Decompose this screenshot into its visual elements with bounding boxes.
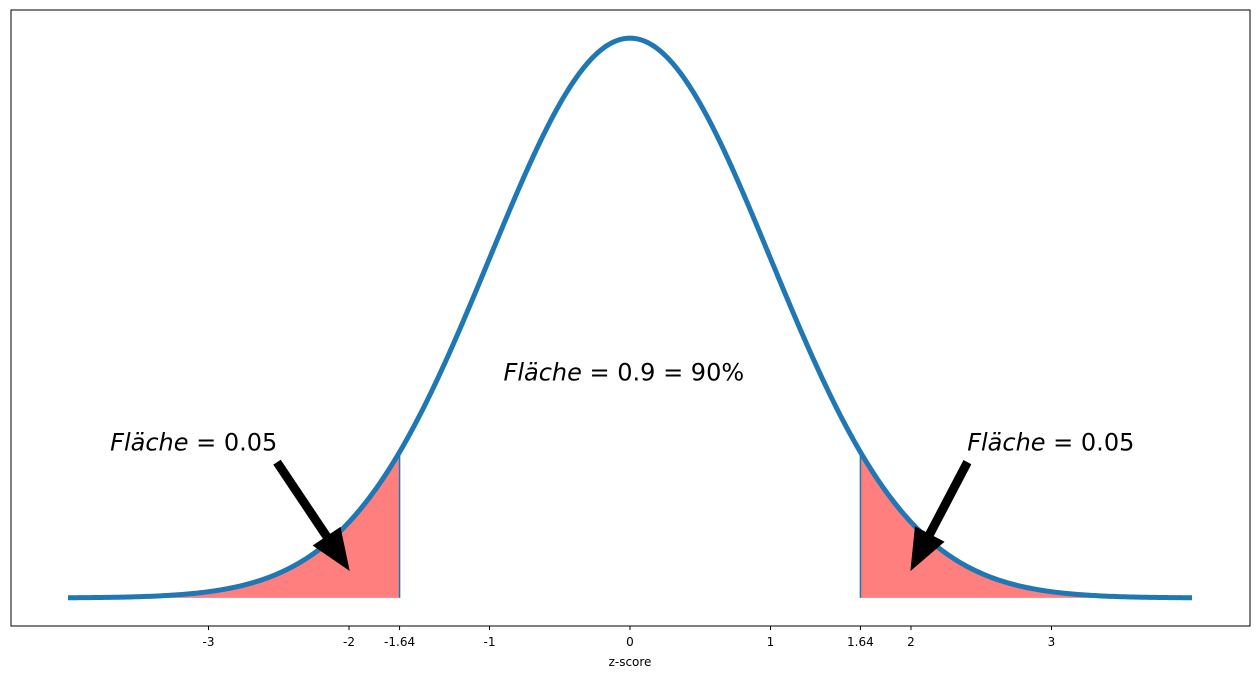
x-tick-label: 1.64 <box>847 635 874 649</box>
area-annotation: Fläche = 0.05 <box>967 429 1134 457</box>
area-annotation: Fläche = 0.05 <box>110 429 277 457</box>
x-tick-label: -1 <box>484 635 496 649</box>
x-tick-label: 0 <box>626 635 634 649</box>
annotation-arrow <box>910 460 972 572</box>
x-tick-label: -3 <box>203 635 215 649</box>
x-axis-label: z-score <box>609 655 652 669</box>
x-tick-label: 1 <box>767 635 775 649</box>
normal-curve-line <box>67 35 1193 601</box>
x-tick-label: -1.64 <box>384 635 415 649</box>
area-annotation: Fläche = 0.9 = 90% <box>504 358 745 386</box>
plot-frame <box>10 9 1251 627</box>
x-tick-label: 3 <box>1048 635 1056 649</box>
shaded-tail-region <box>860 452 1192 598</box>
annotation-arrow <box>273 459 350 572</box>
plot-area <box>67 35 1193 601</box>
x-tick-label: 2 <box>907 635 915 649</box>
x-axis-ticks: -3 -2 -1.64 -1 0 1 1.64 2 3 <box>203 626 1056 649</box>
annotations: Fläche = 0.9 = 90% Fläche = 0.05 Fläche = … <box>110 358 1134 572</box>
shaded-tail-region <box>68 452 400 598</box>
x-tick-label: -2 <box>343 635 355 649</box>
